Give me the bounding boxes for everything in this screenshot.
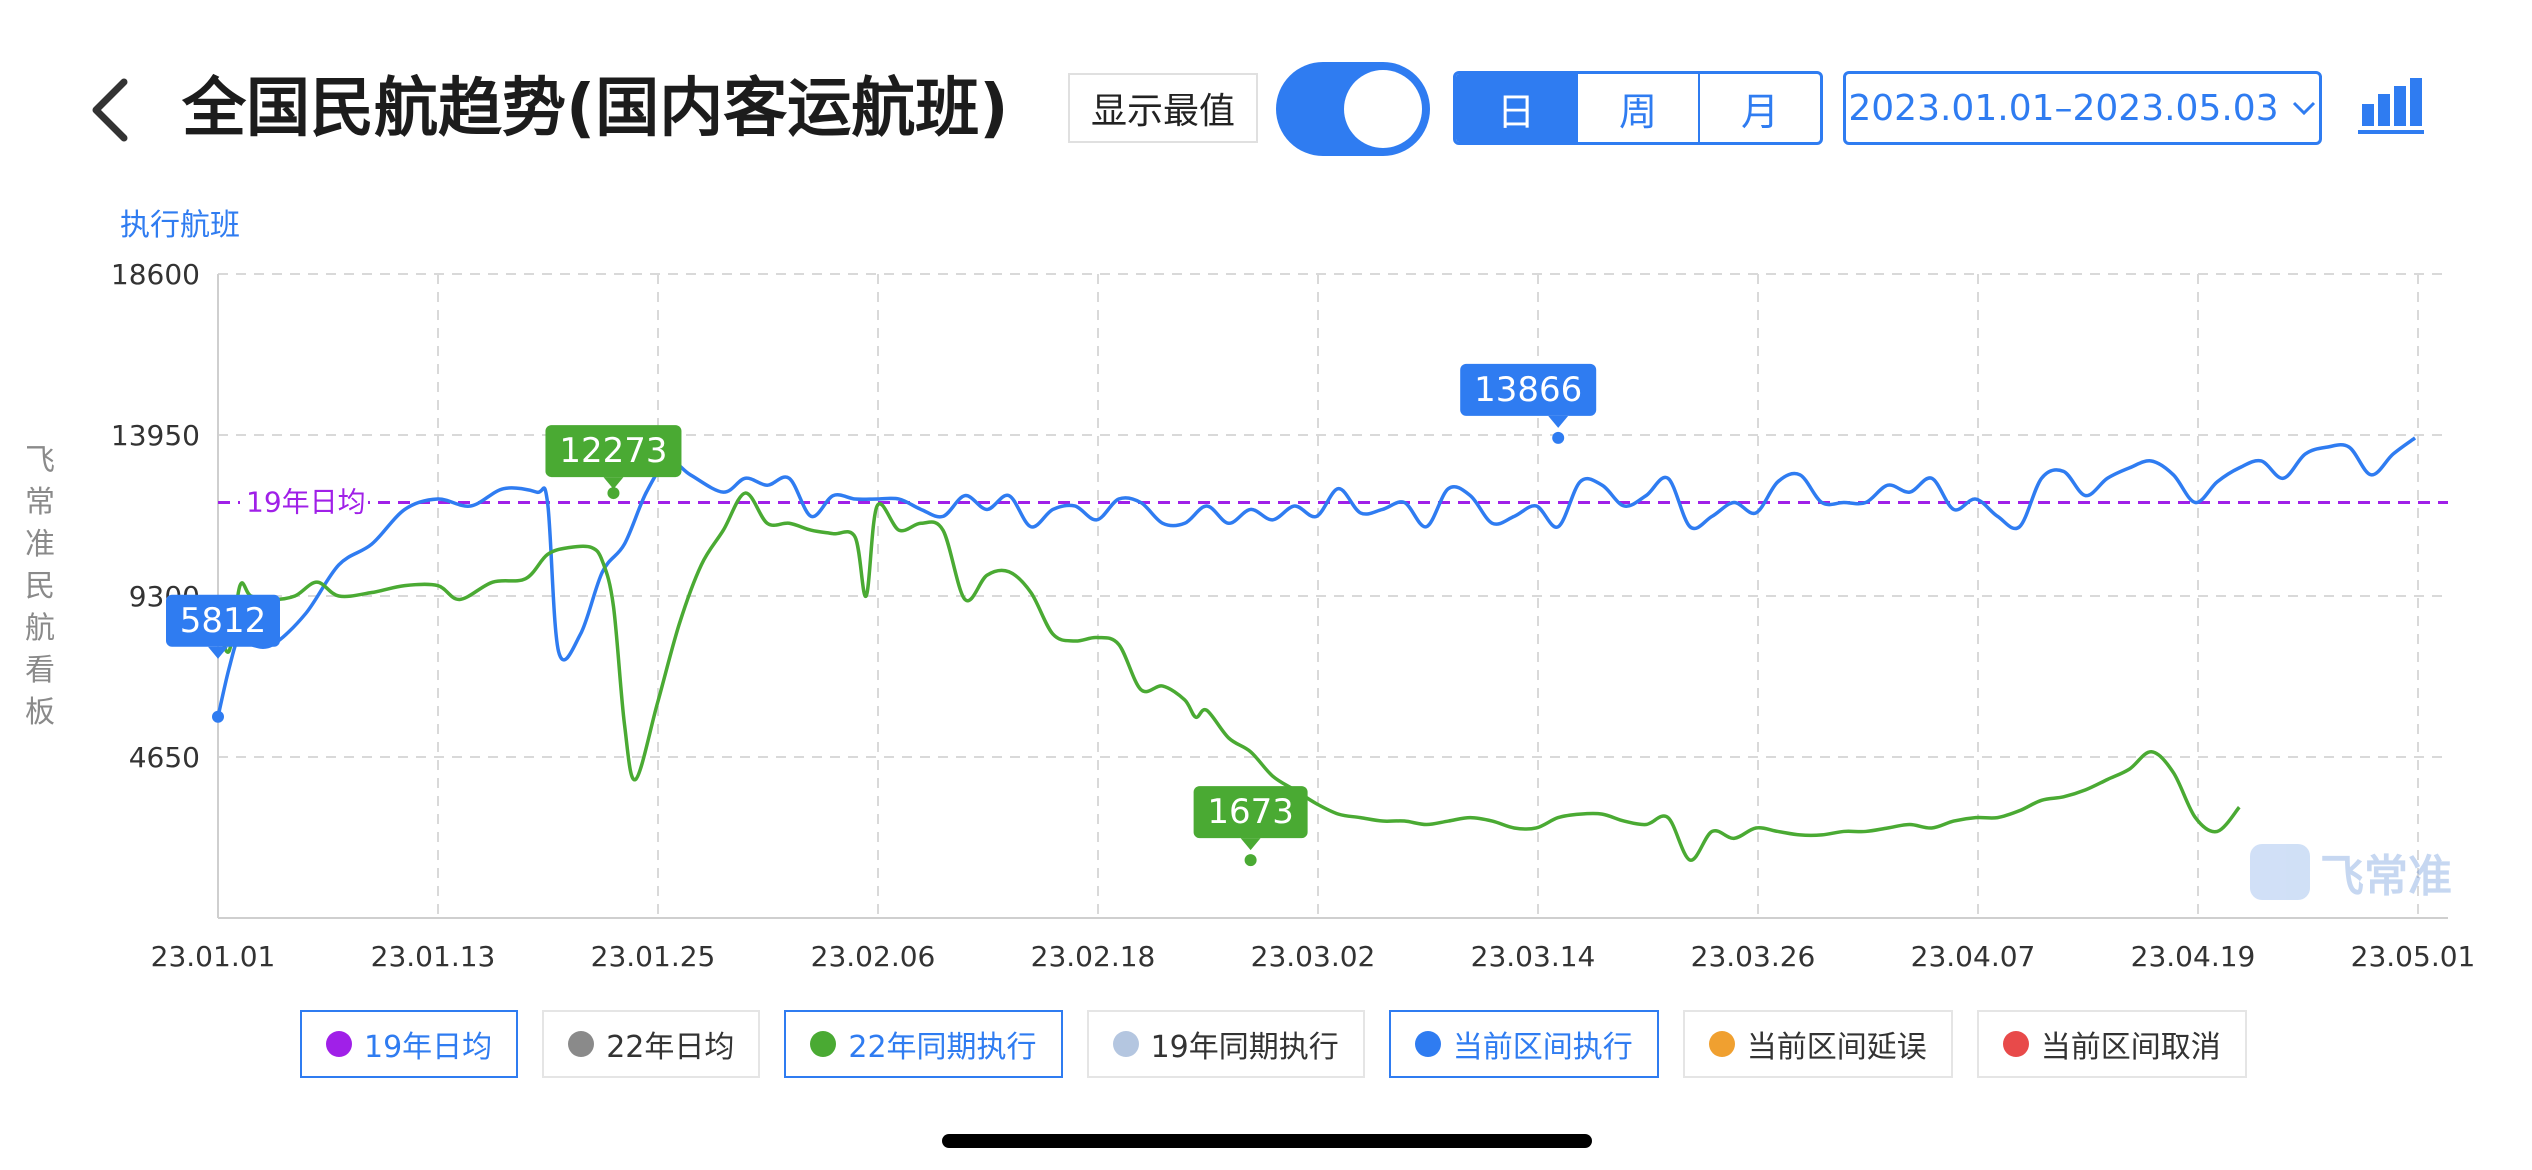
extreme-callout-label: 5812 (180, 601, 267, 641)
legend-item[interactable]: 22年同期执行 (784, 1010, 1063, 1078)
tab-day[interactable]: 日 (1456, 74, 1576, 142)
toggle-knob (1344, 70, 1422, 148)
extreme-point-marker (607, 487, 620, 500)
back-arrow-icon[interactable] (80, 70, 140, 150)
x-tick-label: 23.04.07 (1911, 940, 2036, 973)
legend-item[interactable]: 当前区间执行 (1388, 1010, 1659, 1078)
extreme-callout-bg (1460, 363, 1597, 416)
x-tick-label: 23.04.19 (2131, 940, 2256, 973)
date-range-text: 2023.01.01–2023.05.03 (1848, 87, 2279, 129)
page-title: 全国民航趋势(国内客运航班) (182, 72, 1009, 146)
date-range-picker[interactable]: 2023.01.01–2023.05.03 (1843, 71, 2322, 145)
x-tick-label: 23.03.14 (1471, 940, 1596, 973)
reference-line-label: 19年日均 (246, 486, 366, 519)
legend-dot-icon (1708, 1031, 1735, 1057)
series-line-current (216, 436, 2417, 718)
chevron-down-icon (2292, 101, 2315, 116)
x-tick-label: 23.02.06 (811, 940, 936, 973)
extreme-callout-bg (545, 425, 682, 478)
brand-watermark: 飞常准 (2250, 840, 2452, 904)
y-tick-label: 4650 (129, 741, 200, 774)
extreme-callout-label: 1673 (1207, 792, 1294, 832)
side-watermark-text: 飞常准民航看板 (25, 443, 55, 730)
extreme-callout-label: 13866 (1474, 370, 1582, 410)
brand-text: 飞常准 (2320, 851, 2452, 902)
legend-label: 22年同期执行 (848, 1030, 1037, 1065)
airplane-logo-icon (2250, 844, 2310, 900)
legend-dot-icon (1112, 1031, 1139, 1057)
legend: 19年日均 22年日均 22年同期执行 19年同期执行 当前区间执行 当前区间延误 当前区间… (300, 1010, 2247, 1078)
x-tick-label: 23.01.01 (151, 940, 276, 973)
callout-pointer (603, 477, 624, 490)
reference-label-bg (240, 480, 368, 519)
extreme-callout-bg (166, 594, 280, 647)
callout-pointer (1240, 838, 1261, 851)
legend-dot-icon (1414, 1031, 1441, 1057)
callout-pointer (208, 646, 228, 659)
extreme-callout-bg (1193, 786, 1308, 839)
legend-item[interactable]: 22年日均 (542, 1010, 761, 1078)
show-extreme-label: 显示最值 (1068, 73, 1258, 143)
x-tick-label: 23.01.13 (371, 940, 496, 973)
show-extreme-toggle[interactable] (1276, 62, 1430, 156)
legend-dot-icon (2002, 1031, 2029, 1057)
legend-item[interactable]: 19年同期执行 (1086, 1010, 1365, 1078)
header: 全国民航趋势(国内客运航班) 显示最值 日 周 月 2023.01.01–202… (0, 0, 2532, 200)
legend-item[interactable]: 当前区间取消 (1976, 1010, 2247, 1078)
x-tick-label: 23.02.18 (1031, 940, 1156, 973)
tab-month[interactable]: 月 (1698, 74, 1820, 142)
legend-label: 19年日均 (364, 1030, 493, 1065)
x-tick-label: 23.03.02 (1251, 940, 1376, 973)
legend-label: 当前区间执行 (1452, 1030, 1633, 1065)
legend-item[interactable]: 19年日均 (300, 1010, 519, 1078)
y-tick-label: 13950 (111, 419, 200, 452)
legend-label: 19年同期执行 (1150, 1030, 1339, 1065)
extreme-point-marker (1552, 431, 1565, 444)
x-tick-label: 23.01.25 (591, 940, 716, 973)
extreme-point-marker (1244, 854, 1257, 867)
bar-chart-icon[interactable] (2356, 74, 2426, 136)
series-line-y22 (216, 491, 2241, 862)
y-tick-label: 18600 (111, 258, 200, 291)
x-tick-label: 23.05.01 (2351, 940, 2476, 973)
legend-label: 当前区间延误 (1746, 1030, 1927, 1065)
extreme-callout-label: 12273 (559, 431, 667, 471)
legend-label: 22年日均 (606, 1030, 735, 1065)
x-tick-label: 23.03.26 (1691, 940, 1816, 973)
legend-dot-icon (568, 1031, 595, 1057)
callout-pointer (1548, 415, 1569, 428)
tab-week[interactable]: 周 (1576, 74, 1698, 142)
legend-dot-icon (810, 1031, 837, 1057)
y-axis-title: 执行航班 (120, 208, 240, 243)
home-indicator[interactable] (942, 1134, 1592, 1148)
extreme-point-marker (212, 710, 224, 723)
legend-label: 当前区间取消 (2040, 1030, 2221, 1065)
period-selector: 日 周 月 (1453, 71, 1823, 145)
legend-dot-icon (326, 1031, 352, 1057)
legend-item[interactable]: 当前区间延误 (1682, 1010, 1953, 1078)
